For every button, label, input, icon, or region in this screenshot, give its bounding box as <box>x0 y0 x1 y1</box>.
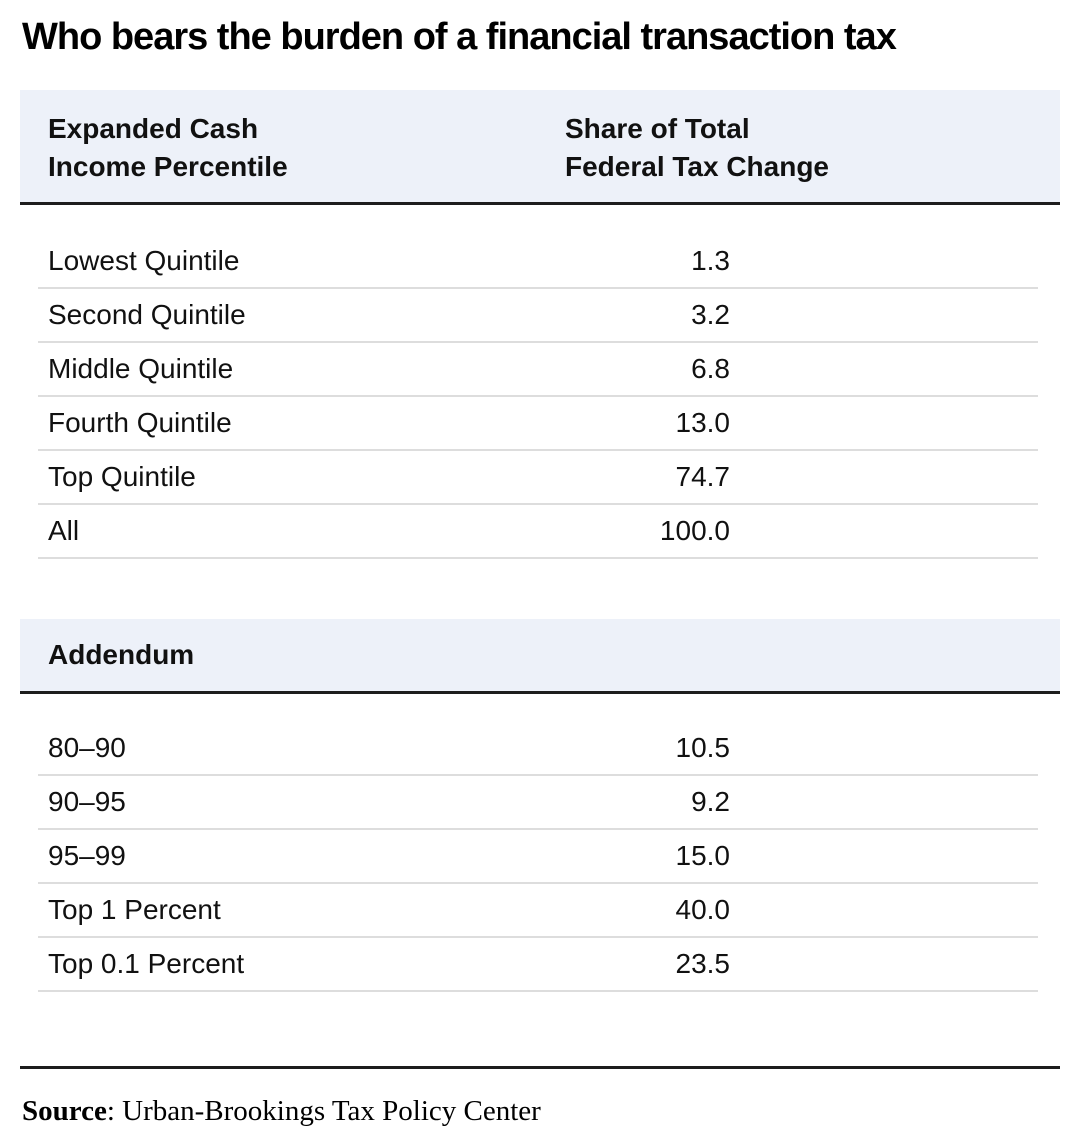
table-row: Lowest Quintile 1.3 <box>38 235 1038 289</box>
row-label: Top 1 Percent <box>48 894 221 925</box>
col-header-share-line2: Federal Tax Change <box>565 151 830 182</box>
row-value: 9.2 <box>691 786 730 817</box>
column-headers: Expanded Cash Income Percentile Share of… <box>20 90 1060 202</box>
col-header-income-percentile: Expanded Cash Income Percentile <box>48 110 565 186</box>
table-row: Top 1 Percent 40.0 <box>38 884 1038 938</box>
row-label: Second Quintile <box>48 299 246 330</box>
row-value: 15.0 <box>675 840 731 871</box>
row-value: 13.0 <box>675 407 731 438</box>
row-value: 74.7 <box>675 461 731 492</box>
row-value: 40.0 <box>675 894 731 925</box>
row-label: 95–99 <box>48 840 126 871</box>
col-header-tax-share: Share of Total Federal Tax Change <box>565 110 1032 186</box>
row-label: All <box>48 515 80 546</box>
row-value: 10.5 <box>675 732 731 763</box>
source-line: Source: Urban-Brookings Tax Policy Cente… <box>22 1093 1060 1129</box>
row-value: 23.5 <box>675 948 731 979</box>
row-label: Lowest Quintile <box>48 245 240 276</box>
row-label: 90–95 <box>48 786 126 817</box>
table-row: Middle Quintile 6.8 <box>38 343 1038 397</box>
table-row: Fourth Quintile 13.0 <box>38 397 1038 451</box>
col-header-income-line2: Income Percentile <box>48 151 288 182</box>
source-text: : Urban-Brookings Tax Policy Center <box>106 1095 541 1127</box>
row-label: Middle Quintile <box>48 353 234 384</box>
main-table-rows: Lowest Quintile 1.3 Second Quintile 3.2 … <box>38 235 1038 559</box>
table-row: All 100.0 <box>38 505 1038 559</box>
table-row: Top Quintile 74.7 <box>38 451 1038 505</box>
row-label: Fourth Quintile <box>48 407 232 438</box>
table-row: Second Quintile 3.2 <box>38 289 1038 343</box>
row-label: 80–90 <box>48 732 126 763</box>
col-header-share-line1: Share of Total <box>565 113 750 144</box>
col-header-income-line1: Expanded Cash <box>48 113 259 144</box>
header-band: Expanded Cash Income Percentile Share of… <box>20 90 1060 205</box>
row-value: 3.2 <box>691 299 730 330</box>
row-label: Top 0.1 Percent <box>48 948 245 979</box>
row-value: 100.0 <box>659 515 730 546</box>
source-label: Source <box>22 1095 107 1127</box>
row-value: 6.8 <box>691 353 730 384</box>
addendum-band: Addendum <box>20 619 1060 694</box>
bottom-rule <box>20 1066 1060 1069</box>
table-row: 80–90 10.5 <box>38 722 1038 776</box>
addendum-table-rows: 80–90 10.5 90–95 9.2 95–99 15.0 Top 1 Pe… <box>38 722 1038 992</box>
table-row: 95–99 15.0 <box>38 830 1038 884</box>
row-label: Top Quintile <box>48 461 196 492</box>
chart-title: Who bears the burden of a financial tran… <box>22 16 897 58</box>
table-row: Top 0.1 Percent 23.5 <box>38 938 1038 992</box>
row-value: 1.3 <box>691 245 730 276</box>
addendum-title: Addendum <box>48 639 195 670</box>
table-row: 90–95 9.2 <box>38 776 1038 830</box>
